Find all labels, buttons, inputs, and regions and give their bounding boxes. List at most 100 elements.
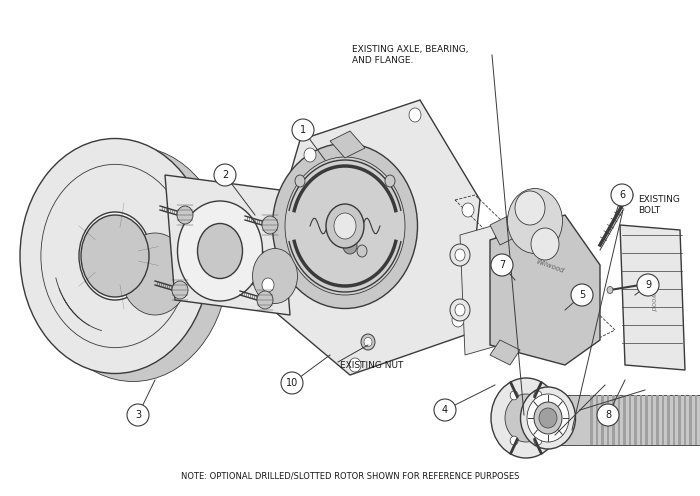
Ellipse shape (531, 228, 559, 260)
Circle shape (637, 274, 659, 296)
Ellipse shape (177, 206, 193, 224)
Bar (689, 395, 692, 445)
Circle shape (611, 184, 633, 206)
Bar (601, 395, 603, 445)
Text: EXISTING NUT: EXISTING NUT (340, 361, 403, 370)
Polygon shape (520, 395, 700, 445)
Bar (694, 395, 697, 445)
Circle shape (214, 164, 236, 186)
Polygon shape (620, 225, 685, 370)
Bar (656, 395, 659, 445)
Circle shape (434, 399, 456, 421)
Text: EXISTING
BOLT: EXISTING BOLT (638, 195, 680, 215)
Ellipse shape (304, 148, 316, 162)
Ellipse shape (450, 299, 470, 321)
Ellipse shape (462, 203, 474, 217)
Bar (640, 395, 642, 445)
Ellipse shape (38, 146, 228, 381)
Ellipse shape (178, 201, 262, 301)
Circle shape (292, 119, 314, 141)
Ellipse shape (409, 108, 421, 122)
Polygon shape (460, 225, 500, 355)
Ellipse shape (534, 436, 542, 445)
Bar (634, 395, 636, 445)
Ellipse shape (253, 248, 298, 304)
Bar (678, 395, 680, 445)
Polygon shape (209, 237, 286, 290)
Ellipse shape (539, 408, 557, 428)
Text: Wilwood: Wilwood (649, 282, 655, 312)
Bar (612, 395, 615, 445)
Ellipse shape (262, 278, 274, 292)
Bar (662, 395, 664, 445)
Ellipse shape (452, 313, 464, 327)
Bar (683, 395, 686, 445)
Ellipse shape (510, 391, 518, 400)
Ellipse shape (349, 358, 361, 372)
Bar (650, 395, 653, 445)
Ellipse shape (607, 287, 613, 294)
Bar (645, 395, 648, 445)
Ellipse shape (272, 143, 417, 309)
Ellipse shape (385, 175, 395, 187)
Text: 10: 10 (286, 378, 298, 388)
Ellipse shape (81, 215, 149, 297)
Ellipse shape (20, 138, 210, 373)
Text: EXISTING AXLE, BEARING,
AND FLANGE.: EXISTING AXLE, BEARING, AND FLANGE. (352, 45, 468, 64)
Bar (667, 395, 669, 445)
Bar (606, 395, 609, 445)
Circle shape (127, 404, 149, 426)
Polygon shape (255, 100, 480, 375)
Ellipse shape (534, 391, 542, 400)
Ellipse shape (505, 394, 547, 442)
Text: 4: 4 (442, 405, 448, 415)
Ellipse shape (357, 245, 367, 257)
Bar (673, 395, 675, 445)
Ellipse shape (121, 233, 189, 315)
Ellipse shape (623, 189, 633, 200)
Ellipse shape (515, 191, 545, 225)
Text: 6: 6 (619, 190, 625, 200)
Ellipse shape (521, 387, 575, 449)
Ellipse shape (79, 212, 151, 300)
Ellipse shape (257, 291, 273, 309)
Polygon shape (490, 215, 600, 365)
Ellipse shape (527, 394, 569, 442)
Ellipse shape (364, 337, 372, 347)
Ellipse shape (361, 334, 375, 350)
Ellipse shape (262, 216, 278, 234)
Circle shape (281, 372, 303, 394)
Polygon shape (490, 215, 520, 245)
Text: 3: 3 (135, 410, 141, 420)
Text: 2: 2 (222, 170, 228, 180)
Polygon shape (165, 175, 290, 315)
Ellipse shape (295, 175, 305, 187)
Polygon shape (490, 340, 520, 365)
Bar (596, 395, 598, 445)
Bar (590, 395, 592, 445)
Polygon shape (115, 197, 181, 323)
Ellipse shape (491, 378, 561, 458)
Circle shape (597, 404, 619, 426)
Ellipse shape (334, 213, 356, 239)
Circle shape (571, 284, 593, 306)
Bar (617, 395, 620, 445)
Ellipse shape (172, 281, 188, 299)
Ellipse shape (534, 402, 562, 434)
Bar (623, 395, 626, 445)
Ellipse shape (326, 204, 364, 248)
Ellipse shape (450, 244, 470, 266)
Text: 7: 7 (499, 260, 505, 270)
Bar (629, 395, 631, 445)
Ellipse shape (508, 188, 563, 253)
Text: 8: 8 (605, 410, 611, 420)
Ellipse shape (510, 436, 518, 445)
Circle shape (491, 254, 513, 276)
Text: Wilwood: Wilwood (535, 258, 565, 274)
Ellipse shape (455, 249, 465, 261)
Polygon shape (330, 131, 365, 158)
Text: 1: 1 (300, 125, 306, 135)
Polygon shape (115, 236, 172, 295)
Ellipse shape (285, 157, 405, 295)
Text: 5: 5 (579, 290, 585, 300)
